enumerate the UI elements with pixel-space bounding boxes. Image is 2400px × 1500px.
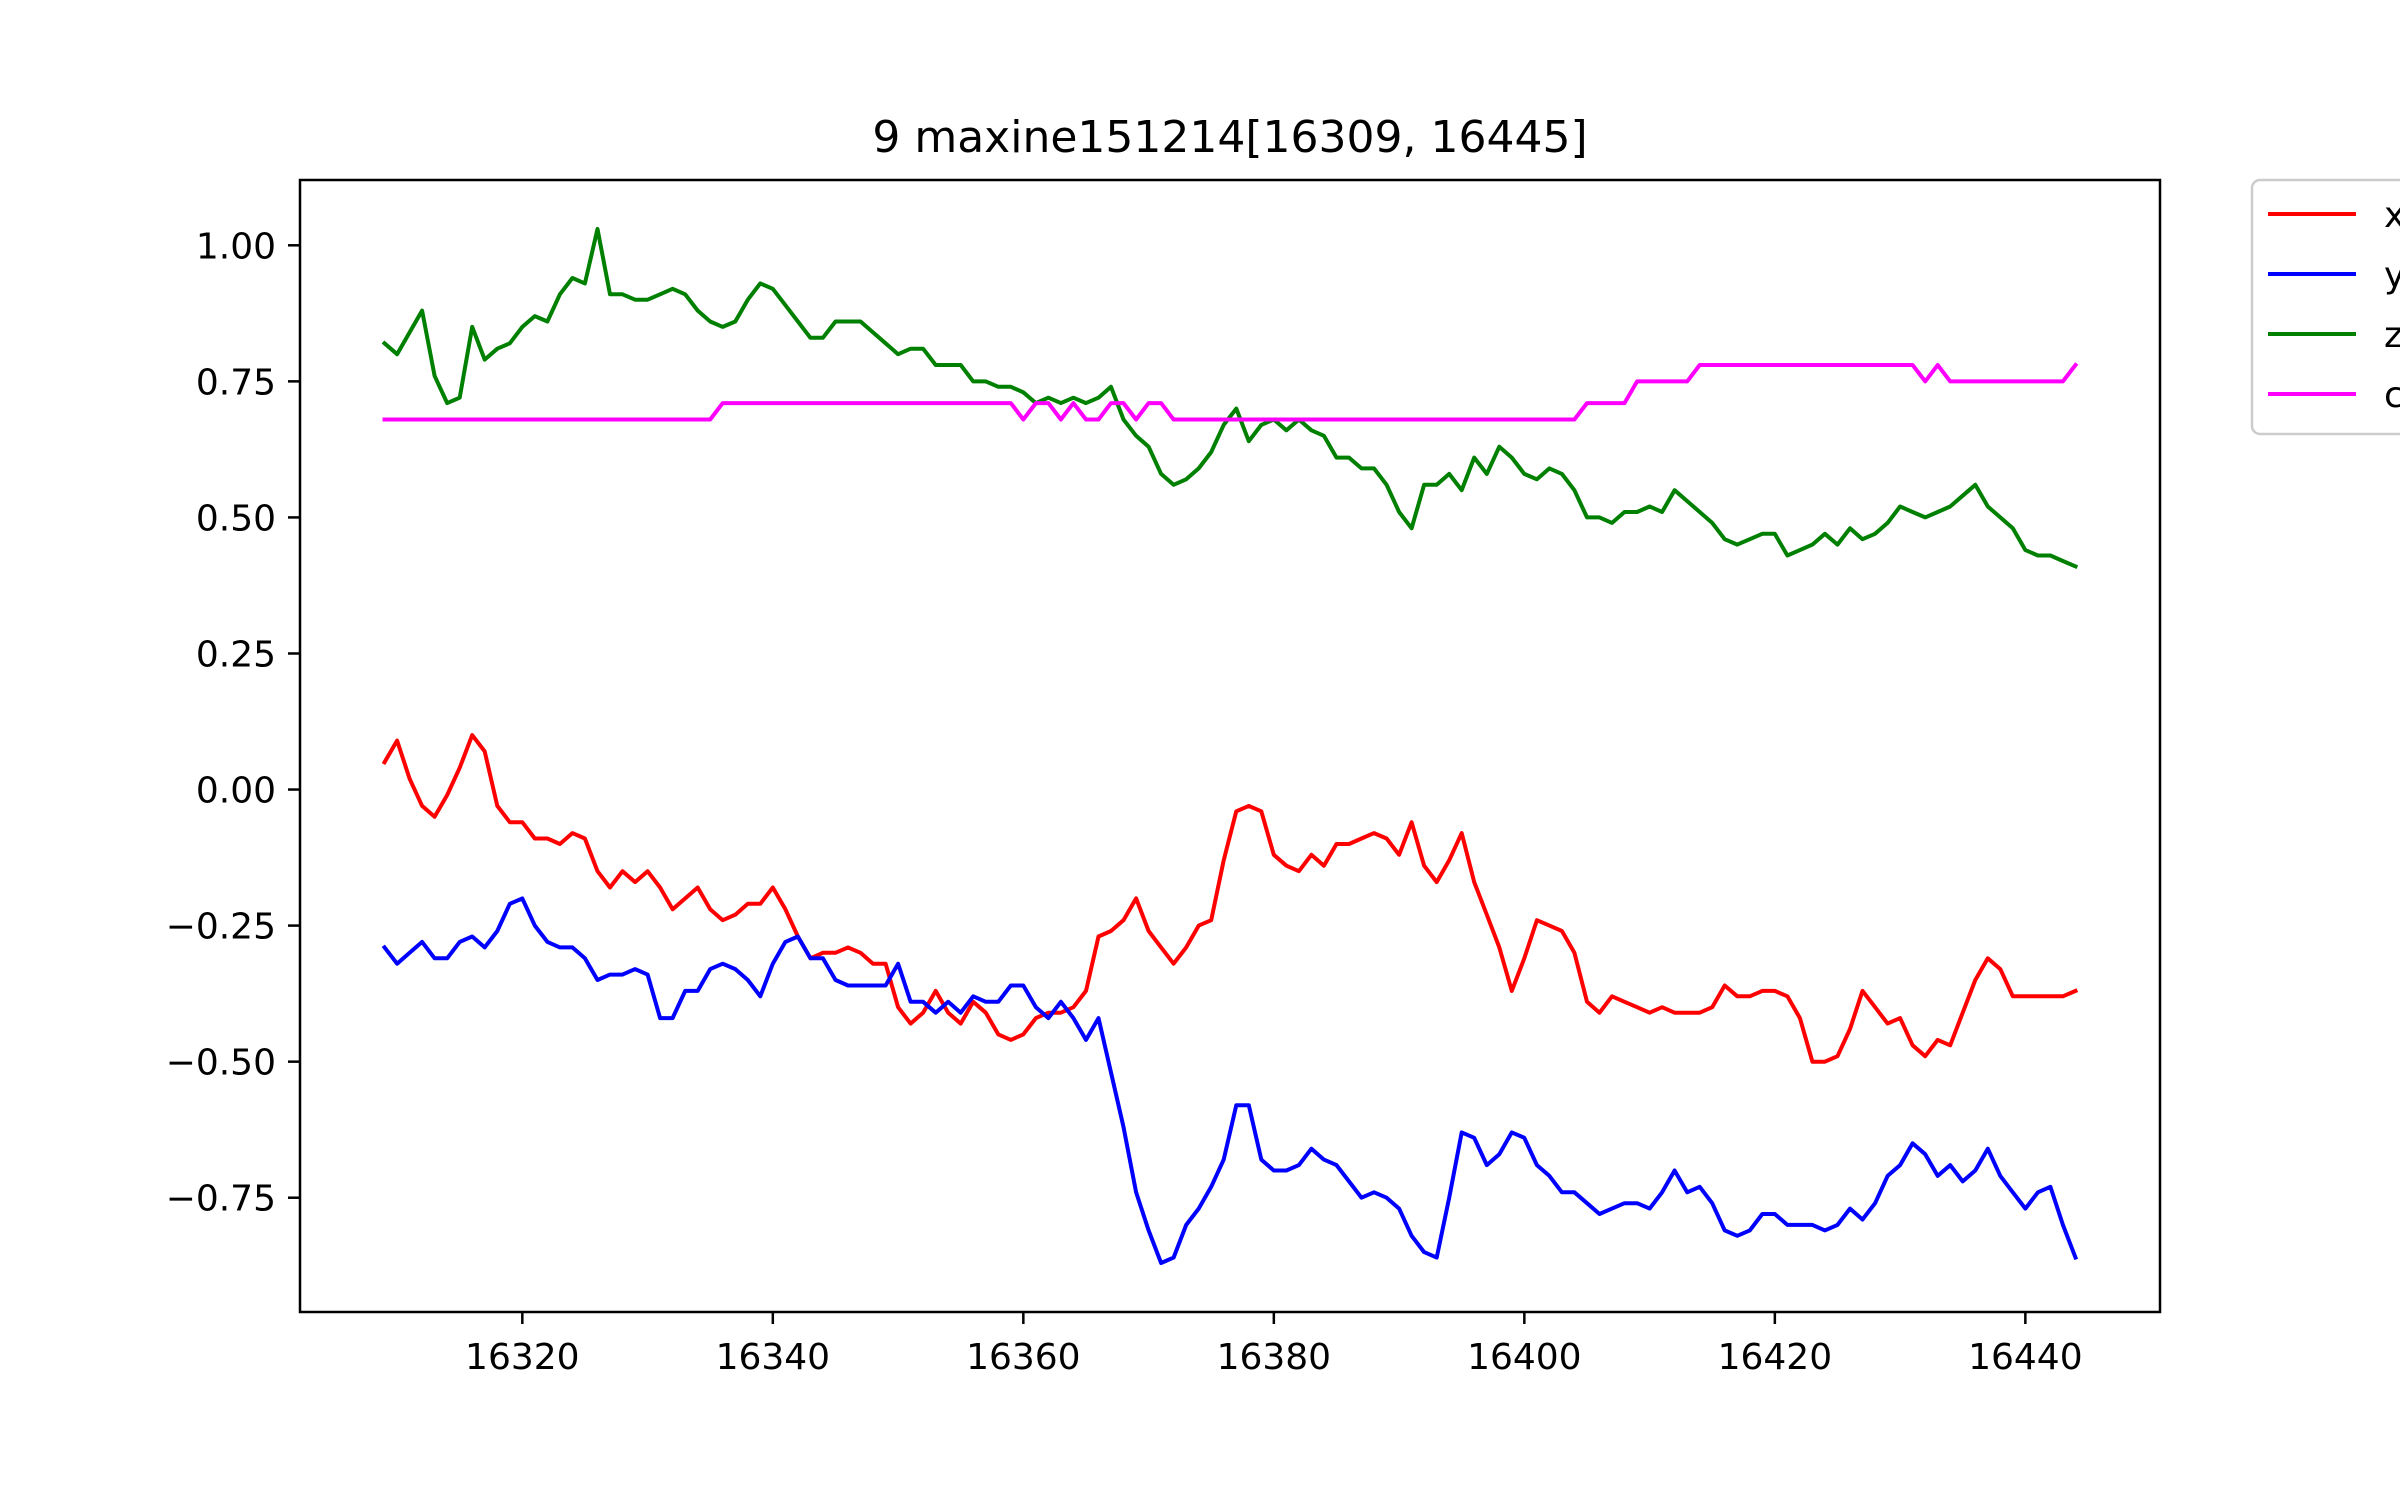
x-tick-label: 16360 [966, 1337, 1081, 1378]
y-tick-label: 0.00 [196, 771, 276, 812]
x-tick-label: 16440 [1968, 1337, 2083, 1378]
plot-frame [298, 178, 2162, 1314]
legend-box [2250, 178, 2400, 436]
y-tick-label: −0.50 [166, 1043, 276, 1084]
series-line-c [382, 362, 2079, 422]
x-axis: 16320 16340 16360 16380 16400 16420 16440 [465, 1312, 2083, 1378]
legend-label-y: y [2384, 255, 2400, 296]
x-tick-label: 16380 [1217, 1337, 1332, 1378]
legend-label-z: z [2384, 315, 2400, 356]
legend-label-c: c [2384, 375, 2400, 416]
x-tick-label: 16400 [1467, 1337, 1582, 1378]
x-tick-label: 16320 [465, 1337, 580, 1378]
x-tick-label: 16420 [1718, 1337, 1833, 1378]
legend-label-x: x [2384, 195, 2400, 236]
y-tick-label: 0.25 [196, 634, 276, 675]
y-tick-label: 0.50 [196, 498, 276, 539]
chart-title: 9 maxine151214[16309, 16445] [872, 112, 1587, 163]
y-tick-label: 1.00 [196, 226, 276, 267]
y-axis: 1.00 0.75 0.50 0.25 0.00 −0.25 −0.50 −0.75 [166, 226, 300, 1220]
series-line-z [381, 227, 2079, 570]
series-lines [381, 227, 2079, 1265]
series-line-x [381, 733, 2079, 1064]
x-tick-label: 16340 [716, 1337, 831, 1378]
y-tick-label: 0.75 [196, 362, 276, 403]
series-line-y [381, 896, 2079, 1265]
y-tick-label: −0.75 [166, 1179, 276, 1220]
y-tick-label: −0.25 [166, 907, 276, 948]
